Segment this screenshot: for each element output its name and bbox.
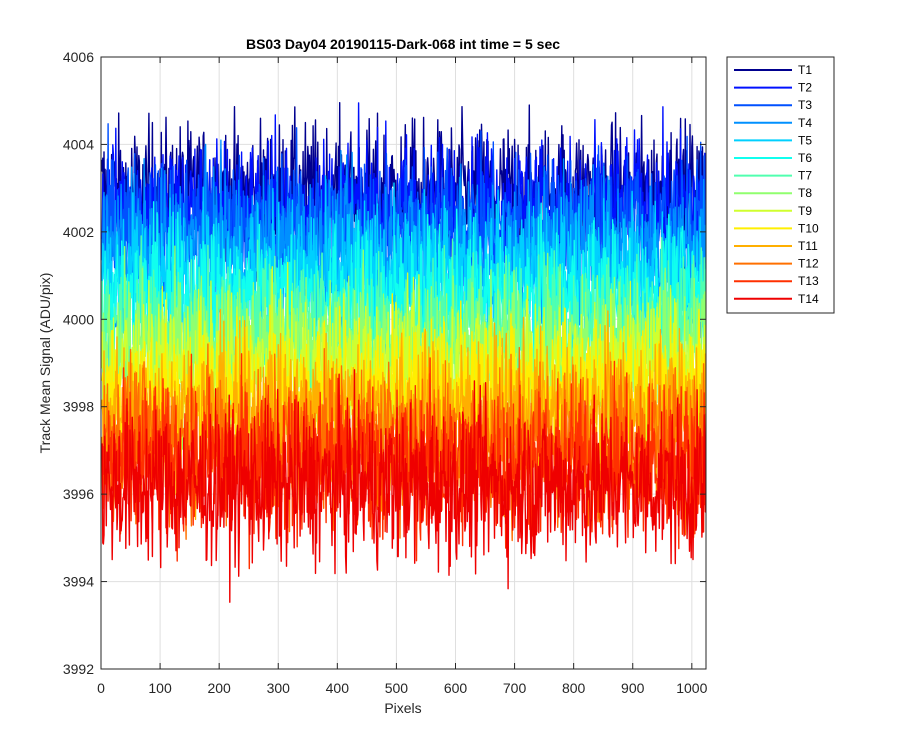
chart-title: BS03 Day04 20190115-Dark-068 int time = … [246,36,560,52]
axis-ticks: 0 100 200 300 400 500 600 700 800 900 1000 3992 3994… [63,49,708,696]
x-axis-label: Pixels [384,700,421,716]
x-tick-label: 700 [503,680,527,696]
series-line-t14 [101,369,706,603]
legend-label-t2: T2 [798,81,812,95]
legend-label-t12: T12 [798,257,819,271]
legend-label-t6: T6 [798,151,812,165]
y-tick-label: 3992 [63,661,94,677]
y-tick-label: 4000 [63,311,94,327]
series-line-t4 [101,139,706,348]
x-tick-label: 500 [385,680,409,696]
legend-label-t5: T5 [798,133,812,147]
x-tick-label: 300 [267,680,291,696]
y-tick-label: 3996 [63,486,94,502]
legend-label-t9: T9 [798,204,812,218]
x-tick-label: 900 [621,680,645,696]
legend-label-t1: T1 [798,63,812,77]
legend-label-t14: T14 [798,292,819,306]
x-tick-label: 200 [207,680,231,696]
x-tick-label: 400 [326,680,350,696]
y-tick-label: 3994 [63,574,94,590]
x-tick-label: 0 [97,680,105,696]
legend-label-t13: T13 [798,274,819,288]
x-tick-label: 600 [444,680,468,696]
legend-label-t11: T11 [798,239,818,253]
legend-label-t8: T8 [798,186,812,200]
y-tick-label: 3998 [63,399,94,415]
y-axis-label: Track Mean Signal (ADU/pix) [37,273,53,454]
legend-label-t3: T3 [798,98,812,112]
legend-box [726,56,835,314]
plot-frame [100,56,707,670]
x-tick-label: 1000 [676,680,707,696]
y-tick-label: 4004 [63,136,94,152]
y-tick-label: 4002 [63,224,94,240]
legend: T1 T2 T3 T4 T5 T6 T7 T8 T9 T10 T11 T12 T13 T14 [726,56,835,314]
legend-label-t4: T4 [798,116,812,130]
series-lines [101,102,706,603]
y-tick-label: 4006 [63,49,94,65]
x-tick-label: 100 [148,680,172,696]
legend-label-t7: T7 [798,169,812,183]
legend-label-t10: T10 [798,221,819,235]
x-tick-label: 800 [562,680,586,696]
